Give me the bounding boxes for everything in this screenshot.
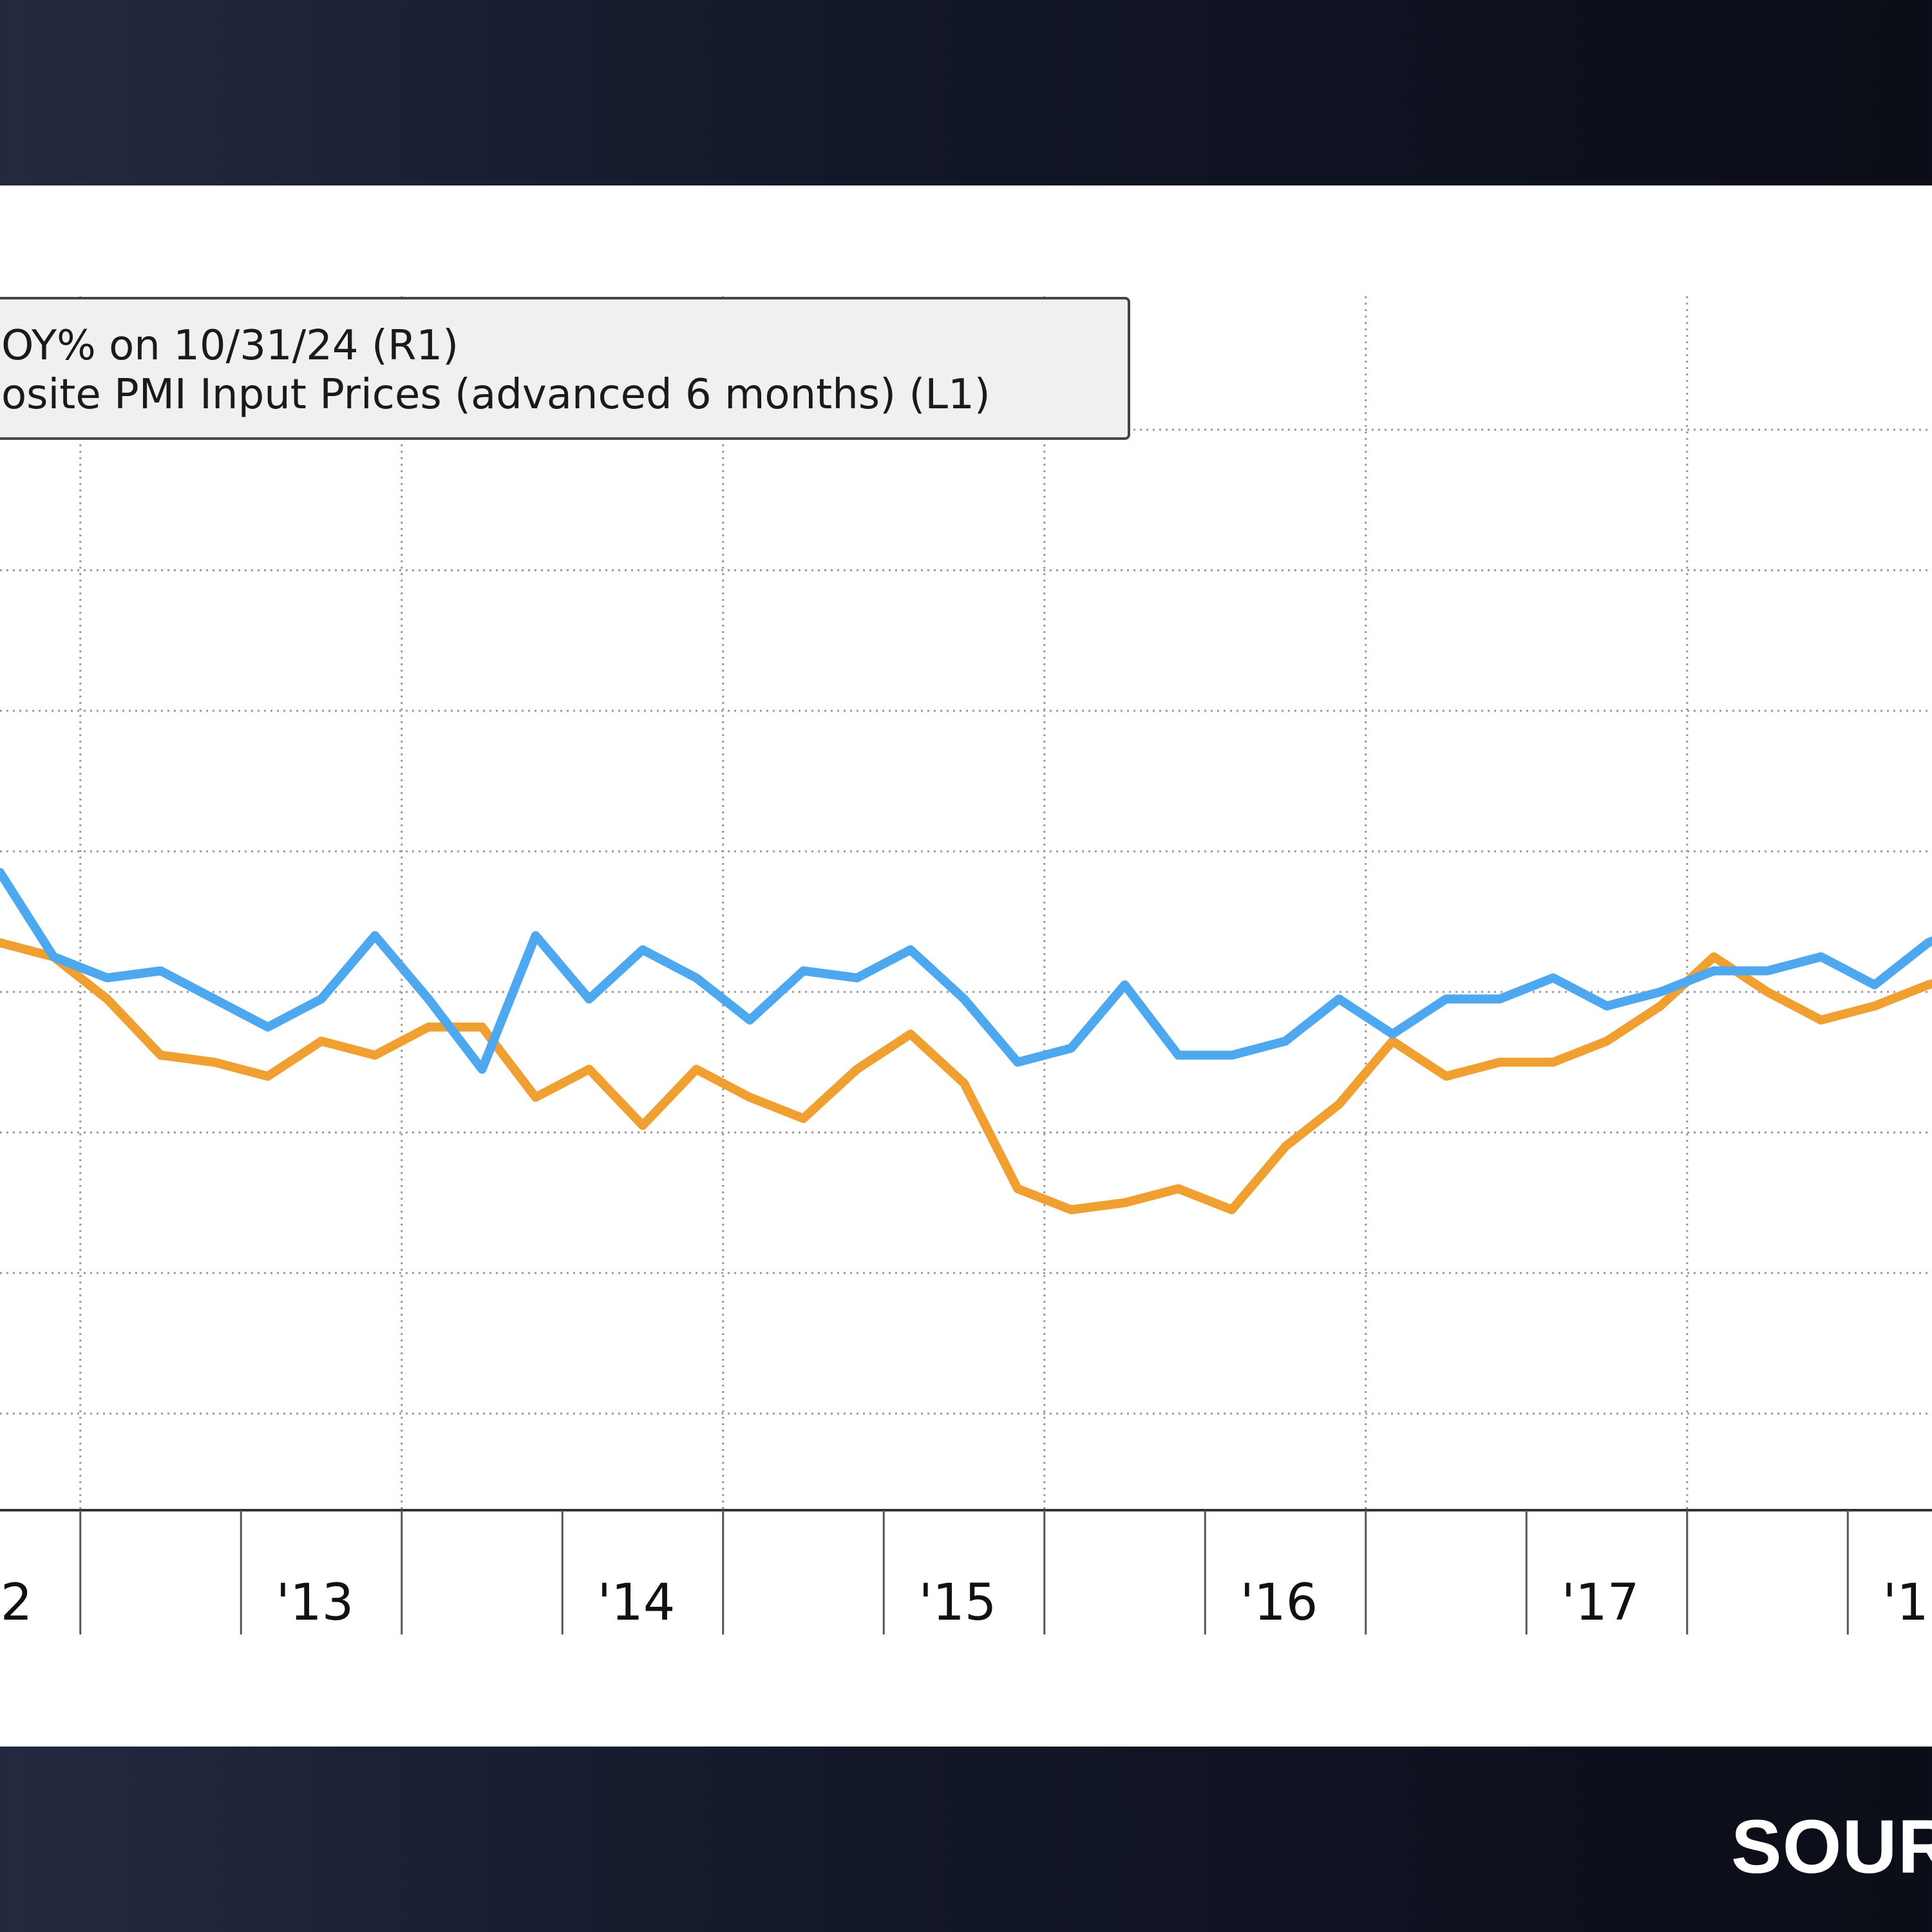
grid-lines [0,296,1932,1510]
x-tick-label: '13 [276,1574,354,1632]
x-tick-label: '16 [1240,1574,1318,1632]
x-tick-label: '18 [1883,1574,1932,1632]
series-line-pce [0,938,1932,1215]
x-axis: '12'13'14'15'16'17'18'19'20'21'22'23 [0,1509,1932,1634]
legend-box [0,297,1130,440]
x-tick-label: '14 [598,1574,676,1632]
x-tick-label: '15 [919,1574,997,1632]
source-label: SOUR [1731,1804,1932,1889]
x-tick-label: '12 [0,1574,32,1632]
legend-entry-pmi: osite PMI Input Prices (advanced 6 month… [1,371,990,419]
bottom-banner [0,1747,1932,1932]
chart-panel [0,185,1932,1747]
x-tick-label: '17 [1562,1574,1640,1632]
legend-entry-pce: OY% on 10/31/24 (R1) [1,322,459,370]
legend: OY% on 10/31/24 (R1) osite PMI Input Pri… [0,297,1130,440]
series-lines [0,867,1932,1215]
series-line-pmi [0,867,1932,1074]
